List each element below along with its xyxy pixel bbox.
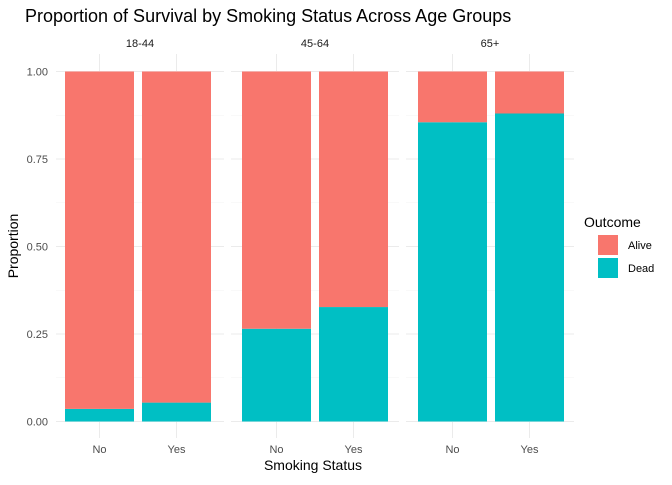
legend-title: Outcome (584, 214, 641, 230)
x-tick-label: No (92, 444, 106, 456)
facet-panel: 65+ No Yes (406, 38, 574, 456)
y-tick-label: 1.00 (27, 67, 48, 79)
y-tick-label: 0.50 (27, 242, 48, 254)
x-tick-label: No (269, 444, 283, 456)
x-tick-label: Yes (168, 444, 186, 456)
bar-segment-alive (242, 71, 311, 329)
legend-label: Alive (628, 240, 652, 252)
facet-panels: 18-44 No Yes 45-64 No Yes 65+ No Yes (56, 38, 574, 456)
facet-label: 65+ (481, 38, 500, 50)
bar-segment-dead (65, 408, 134, 422)
facet-label: 18-44 (126, 38, 154, 50)
bar-segment-dead (242, 328, 311, 422)
bar-segment-alive (142, 71, 211, 403)
x-tick-label: Yes (521, 444, 539, 456)
y-tick-label: 0.00 (27, 417, 48, 429)
bar-segment-dead (142, 402, 211, 422)
bar-segment-dead (418, 122, 487, 422)
bar-segment-alive (319, 71, 388, 308)
chart-title: Proportion of Survival by Smoking Status… (25, 6, 511, 26)
x-tick-label: No (445, 444, 459, 456)
bar-segment-dead (495, 113, 564, 422)
bar-segment-alive (418, 71, 487, 123)
bar-segment-alive (65, 71, 134, 409)
x-tick-label: Yes (345, 444, 363, 456)
legend: Outcome Alive Dead (584, 214, 654, 278)
y-axis-title: Proportion (5, 214, 21, 279)
y-tick-label: 0.25 (27, 329, 48, 341)
x-axis-title: Smoking Status (264, 457, 362, 473)
bar-segment-dead (319, 307, 388, 422)
legend-label: Dead (628, 263, 654, 275)
legend-key-alive (598, 235, 618, 255)
facet-label: 45-64 (301, 38, 329, 50)
facet-panel: 45-64 No Yes (231, 38, 399, 456)
facet-panel: 18-44 No Yes (56, 38, 224, 456)
y-axis: 0.00 0.25 0.50 0.75 1.00 (27, 67, 48, 429)
legend-key-dead (598, 258, 618, 278)
y-tick-label: 0.75 (27, 154, 48, 166)
bar-segment-alive (495, 71, 564, 114)
